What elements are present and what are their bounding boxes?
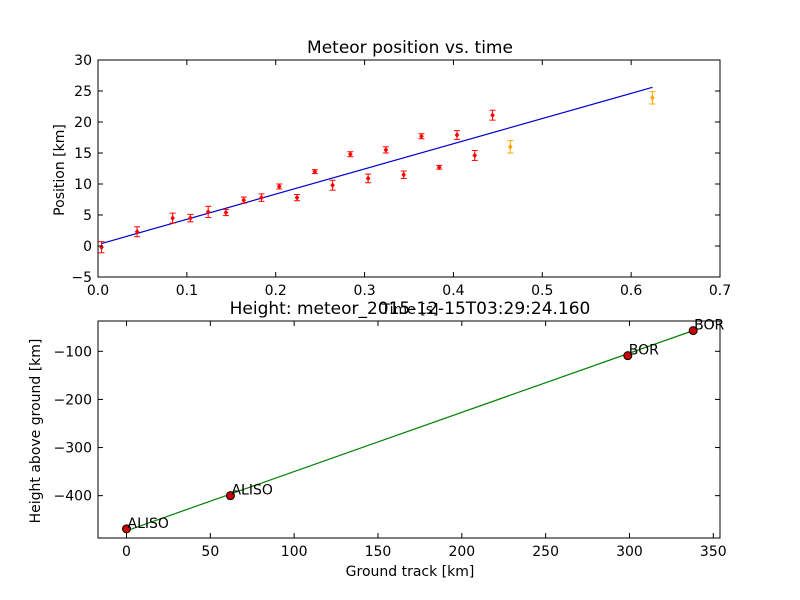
position-chart-xlabel: Time [s] (381, 302, 439, 318)
y-tick-label: 0 (83, 239, 92, 255)
data-point (401, 171, 406, 178)
data-point (650, 94, 655, 101)
y-tick-label: 10 (74, 177, 92, 193)
y-tick-label: 5 (83, 208, 92, 224)
station-label: BOR (694, 318, 724, 334)
data-point (436, 164, 442, 171)
station-label: ALISO (128, 516, 169, 532)
data-point (365, 175, 371, 182)
x-tick-label: 0.6 (620, 283, 642, 299)
data-point (241, 197, 247, 204)
height-chart-ylabel: Height above ground [km] (28, 339, 44, 524)
station-point (688, 326, 698, 336)
x-tick-label: 0.7 (709, 283, 731, 299)
data-point (170, 215, 175, 222)
data-point (188, 215, 193, 222)
fit-line (101, 86, 653, 245)
x-tick-label: 200 (448, 544, 475, 560)
position-y-ticks: −5 0 5 10 15 20 25 30 (71, 53, 720, 286)
x-tick-label: 0.2 (265, 283, 287, 299)
data-point (472, 152, 478, 159)
y-tick-label: 15 (74, 146, 92, 162)
data-point (134, 228, 140, 235)
data-point (507, 143, 513, 150)
x-tick-label: 350 (700, 544, 727, 560)
x-tick-label: 100 (281, 544, 308, 560)
station-point (225, 491, 235, 501)
data-point (276, 183, 282, 190)
x-tick-label: 0 (122, 544, 131, 560)
x-tick-label: 150 (365, 544, 392, 560)
station-point (623, 351, 633, 361)
data-point (419, 133, 424, 140)
height-x-ticks: 0 50 100 150 200 250 300 350 (122, 321, 727, 560)
plot-frame (97, 320, 721, 539)
y-tick-label: 25 (74, 84, 92, 100)
data-point (223, 209, 229, 216)
station-label: BOR (629, 343, 659, 359)
height-chart-title: Height: meteor_2015-12-15T03:29:24.160 (230, 299, 591, 319)
data-point (259, 194, 264, 201)
position-x-ticks: 0.0 0.1 0.2 0.3 0.4 0.5 0.6 0.7 (87, 60, 731, 299)
data-point (490, 112, 495, 119)
x-tick-label: 0.1 (176, 283, 198, 299)
data-point (312, 168, 318, 175)
y-tick-label: −400 (54, 489, 92, 505)
x-tick-label: 0.0 (87, 283, 109, 299)
position-chart-title: Meteor position vs. time (307, 38, 513, 58)
y-tick-label: 30 (74, 53, 92, 69)
station-label: ALISO (231, 483, 272, 499)
height-chart-xlabel: Ground track [km] (346, 564, 475, 580)
position-chart: Meteor position vs. time Time [s] Positi… (52, 38, 731, 318)
y-tick-label: 20 (74, 115, 92, 131)
data-point (330, 182, 335, 189)
y-tick-label: −100 (54, 344, 92, 360)
station-point (122, 524, 132, 534)
height-line (126, 330, 694, 532)
y-tick-label: −300 (54, 441, 92, 457)
data-point (348, 151, 353, 158)
x-tick-label: 50 (201, 544, 219, 560)
x-tick-label: 250 (532, 544, 559, 560)
height-y-ticks: −100 −200 −300 −400 (54, 344, 720, 505)
x-tick-label: 0.5 (531, 283, 553, 299)
plot-frame (97, 59, 721, 278)
position-chart-ylabel: Position [km] (52, 124, 68, 216)
height-chart: Height: meteor_2015-12-15T03:29:24.160 G… (28, 299, 727, 580)
y-tick-label: −5 (71, 270, 92, 286)
x-tick-label: 0.4 (442, 283, 464, 299)
height-plot-area: ALISO ALISO BOR BOR (97, 318, 725, 539)
x-tick-label: 300 (616, 544, 643, 560)
data-point (454, 132, 460, 139)
x-tick-label: 0.3 (353, 283, 375, 299)
data-point (205, 208, 211, 215)
data-point (294, 194, 300, 201)
y-tick-label: −200 (54, 392, 92, 408)
data-point (383, 146, 389, 153)
